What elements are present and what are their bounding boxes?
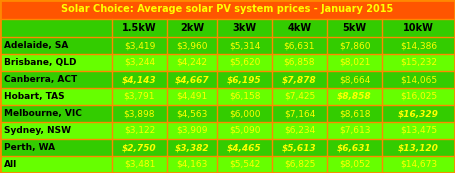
- Bar: [0, 105, 455, 122]
- Text: $7,425: $7,425: [284, 92, 315, 101]
- Text: $5,090: $5,090: [229, 126, 260, 135]
- Text: $14,386: $14,386: [400, 41, 437, 50]
- Text: 2kW: 2kW: [180, 23, 204, 33]
- Bar: [0, 88, 455, 105]
- Bar: [0, 71, 455, 88]
- Text: $4,163: $4,163: [177, 160, 207, 169]
- Text: $6,631: $6,631: [284, 41, 315, 50]
- Text: $4,465: $4,465: [227, 143, 262, 152]
- Text: 3kW: 3kW: [233, 23, 257, 33]
- Text: Melbourne, VIC: Melbourne, VIC: [4, 109, 82, 118]
- Bar: [0, 139, 455, 156]
- Text: Adelaide, SA: Adelaide, SA: [4, 41, 68, 50]
- Bar: [0, 122, 455, 139]
- Text: $8,021: $8,021: [339, 58, 370, 67]
- Text: $4,667: $4,667: [175, 75, 209, 84]
- Text: Perth, WA: Perth, WA: [4, 143, 55, 152]
- Text: Hobart, TAS: Hobart, TAS: [4, 92, 65, 101]
- Text: $13,475: $13,475: [400, 126, 437, 135]
- Text: $6,631: $6,631: [337, 143, 372, 152]
- Text: 1.5kW: 1.5kW: [122, 23, 157, 33]
- Text: $8,618: $8,618: [339, 109, 370, 118]
- Text: 5kW: 5kW: [343, 23, 367, 33]
- Text: $5,542: $5,542: [229, 160, 260, 169]
- Text: $6,000: $6,000: [229, 109, 260, 118]
- Text: $14,065: $14,065: [400, 75, 437, 84]
- Text: $3,382: $3,382: [175, 143, 209, 152]
- Text: $3,122: $3,122: [124, 126, 155, 135]
- Text: $13,120: $13,120: [398, 143, 439, 152]
- Text: $2,750: $2,750: [122, 143, 157, 152]
- Bar: [0, 156, 455, 173]
- Text: $3,481: $3,481: [124, 160, 155, 169]
- Text: All: All: [4, 160, 17, 169]
- Text: $4,563: $4,563: [177, 109, 207, 118]
- Text: $6,234: $6,234: [284, 126, 315, 135]
- Text: $16,025: $16,025: [400, 92, 437, 101]
- Text: Solar Choice: Average solar PV system prices - January 2015: Solar Choice: Average solar PV system pr…: [61, 4, 394, 15]
- Text: Canberra, ACT: Canberra, ACT: [4, 75, 77, 84]
- Text: Sydney, NSW: Sydney, NSW: [4, 126, 71, 135]
- Text: $3,898: $3,898: [124, 109, 155, 118]
- Text: $6,158: $6,158: [229, 92, 260, 101]
- Text: $3,791: $3,791: [124, 92, 155, 101]
- Bar: [0, 54, 455, 71]
- Bar: [0, 37, 455, 54]
- Text: Brisbane, QLD: Brisbane, QLD: [4, 58, 76, 67]
- Text: $15,232: $15,232: [400, 58, 437, 67]
- Text: $6,858: $6,858: [284, 58, 315, 67]
- Text: $3,960: $3,960: [176, 41, 208, 50]
- Text: $6,195: $6,195: [227, 75, 262, 84]
- Text: $4,491: $4,491: [177, 92, 207, 101]
- Text: $3,909: $3,909: [176, 126, 208, 135]
- Bar: [0, 0, 455, 19]
- Text: $8,858: $8,858: [337, 92, 372, 101]
- Text: $5,620: $5,620: [229, 58, 260, 67]
- Text: $4,143: $4,143: [122, 75, 157, 84]
- Text: $6,825: $6,825: [284, 160, 315, 169]
- Text: 4kW: 4kW: [288, 23, 312, 33]
- Text: $7,613: $7,613: [339, 126, 370, 135]
- Text: $5,613: $5,613: [282, 143, 317, 152]
- Text: $7,164: $7,164: [284, 109, 315, 118]
- Text: $3,244: $3,244: [124, 58, 155, 67]
- Text: $16,329: $16,329: [398, 109, 439, 118]
- Text: $4,242: $4,242: [177, 58, 207, 67]
- Bar: [0, 19, 455, 37]
- Text: $5,314: $5,314: [229, 41, 260, 50]
- Text: 10kW: 10kW: [403, 23, 434, 33]
- Text: $8,052: $8,052: [339, 160, 370, 169]
- Text: $3,419: $3,419: [124, 41, 155, 50]
- Text: $7,860: $7,860: [339, 41, 370, 50]
- Text: $8,664: $8,664: [339, 75, 370, 84]
- Text: $14,673: $14,673: [400, 160, 437, 169]
- Text: $7,878: $7,878: [282, 75, 317, 84]
